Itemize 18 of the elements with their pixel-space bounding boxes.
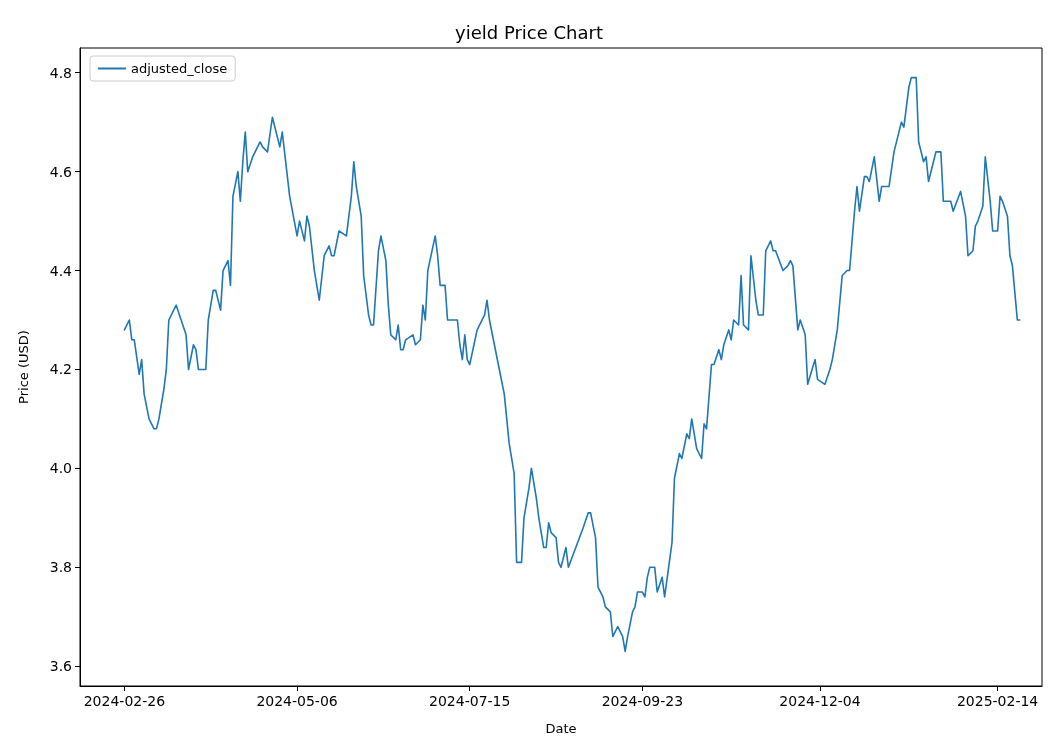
legend-label: adjusted_close [131,61,228,76]
x-axis-title: Date [545,721,577,736]
x-tick-label: 2024-12-04 [779,693,861,709]
x-tick-label: 2025-02-14 [956,693,1039,709]
y-tick-label: 4.8 [49,64,72,81]
x-tick-label: 2024-09-23 [601,693,684,709]
y-tick-label: 4.6 [49,163,73,180]
x-tick-label: 2024-05-06 [256,693,338,709]
y-axis-title: Price (USD) [16,330,31,404]
y-tick-label: 3.6 [49,658,73,675]
chart-title: yield Price Chart [455,21,603,43]
y-tick-label: 4.0 [49,460,72,477]
y-tick-label: 3.8 [49,559,72,576]
x-tick-label: 2024-02-26 [83,693,166,709]
x-tick-label: 2024-07-15 [429,693,511,709]
y-tick-label: 4.2 [49,361,72,378]
line-series [123,76,1021,653]
y-tick-label: 4.4 [49,262,73,279]
